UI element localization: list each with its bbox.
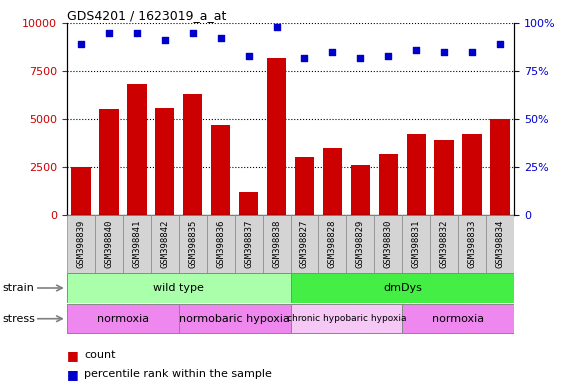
- Bar: [67, 304, 179, 333]
- Text: GSM398836: GSM398836: [216, 220, 225, 268]
- Text: GSM398827: GSM398827: [300, 220, 309, 268]
- Bar: [458, 215, 486, 273]
- Point: [132, 30, 141, 36]
- Text: GSM398830: GSM398830: [384, 220, 393, 268]
- Text: GDS4201 / 1623019_a_at: GDS4201 / 1623019_a_at: [67, 9, 226, 22]
- Bar: [462, 134, 482, 215]
- Text: percentile rank within the sample: percentile rank within the sample: [84, 369, 272, 379]
- Text: stress: stress: [3, 314, 36, 324]
- Bar: [235, 215, 263, 273]
- Bar: [239, 192, 259, 215]
- Bar: [486, 215, 514, 273]
- Point: [440, 49, 449, 55]
- Text: strain: strain: [3, 283, 35, 293]
- Text: normoxia: normoxia: [432, 314, 485, 324]
- Bar: [267, 58, 286, 215]
- Point: [300, 55, 309, 61]
- Bar: [346, 215, 374, 273]
- Bar: [407, 134, 426, 215]
- Point: [216, 35, 225, 41]
- Bar: [150, 215, 179, 273]
- Bar: [379, 154, 398, 215]
- Text: GSM398828: GSM398828: [328, 220, 337, 268]
- Point: [412, 47, 421, 53]
- Point: [272, 24, 281, 30]
- Point: [328, 49, 337, 55]
- Text: dmDys: dmDys: [383, 283, 422, 293]
- Bar: [350, 165, 370, 215]
- Bar: [490, 119, 510, 215]
- Point: [76, 41, 85, 47]
- Bar: [403, 215, 431, 273]
- Bar: [123, 215, 150, 273]
- Bar: [290, 273, 514, 303]
- Point: [188, 30, 198, 36]
- Bar: [67, 215, 95, 273]
- Bar: [211, 125, 231, 215]
- Text: count: count: [84, 350, 116, 360]
- Bar: [127, 84, 146, 215]
- Text: normoxia: normoxia: [96, 314, 149, 324]
- Text: ■: ■: [67, 349, 78, 362]
- Text: ■: ■: [67, 368, 78, 381]
- Point: [104, 30, 113, 36]
- Bar: [67, 273, 290, 303]
- Text: chronic hypobaric hypoxia: chronic hypobaric hypoxia: [286, 314, 406, 323]
- Text: GSM398840: GSM398840: [104, 220, 113, 268]
- Text: GSM398841: GSM398841: [132, 220, 141, 268]
- Bar: [155, 108, 174, 215]
- Point: [356, 55, 365, 61]
- Bar: [263, 215, 290, 273]
- Text: GSM398833: GSM398833: [468, 220, 477, 268]
- Bar: [318, 215, 346, 273]
- Bar: [290, 304, 403, 333]
- Text: GSM398838: GSM398838: [272, 220, 281, 268]
- Point: [160, 37, 169, 43]
- Point: [468, 49, 477, 55]
- Text: GSM398837: GSM398837: [244, 220, 253, 268]
- Text: GSM398839: GSM398839: [76, 220, 85, 268]
- Bar: [99, 109, 119, 215]
- Point: [244, 53, 253, 59]
- Bar: [179, 215, 207, 273]
- Bar: [95, 215, 123, 273]
- Text: wild type: wild type: [153, 283, 204, 293]
- Bar: [71, 167, 91, 215]
- Bar: [179, 304, 290, 333]
- Bar: [295, 157, 314, 215]
- Bar: [322, 148, 342, 215]
- Text: GSM398831: GSM398831: [412, 220, 421, 268]
- Point: [496, 41, 505, 47]
- Bar: [435, 140, 454, 215]
- Bar: [290, 215, 318, 273]
- Text: GSM398842: GSM398842: [160, 220, 169, 268]
- Bar: [403, 304, 514, 333]
- Text: GSM398829: GSM398829: [356, 220, 365, 268]
- Text: GSM398834: GSM398834: [496, 220, 505, 268]
- Bar: [374, 215, 403, 273]
- Text: GSM398832: GSM398832: [440, 220, 449, 268]
- Text: GSM398835: GSM398835: [188, 220, 197, 268]
- Point: [383, 53, 393, 59]
- Bar: [183, 94, 202, 215]
- Bar: [431, 215, 458, 273]
- Text: normobaric hypoxia: normobaric hypoxia: [179, 314, 290, 324]
- Bar: [207, 215, 235, 273]
